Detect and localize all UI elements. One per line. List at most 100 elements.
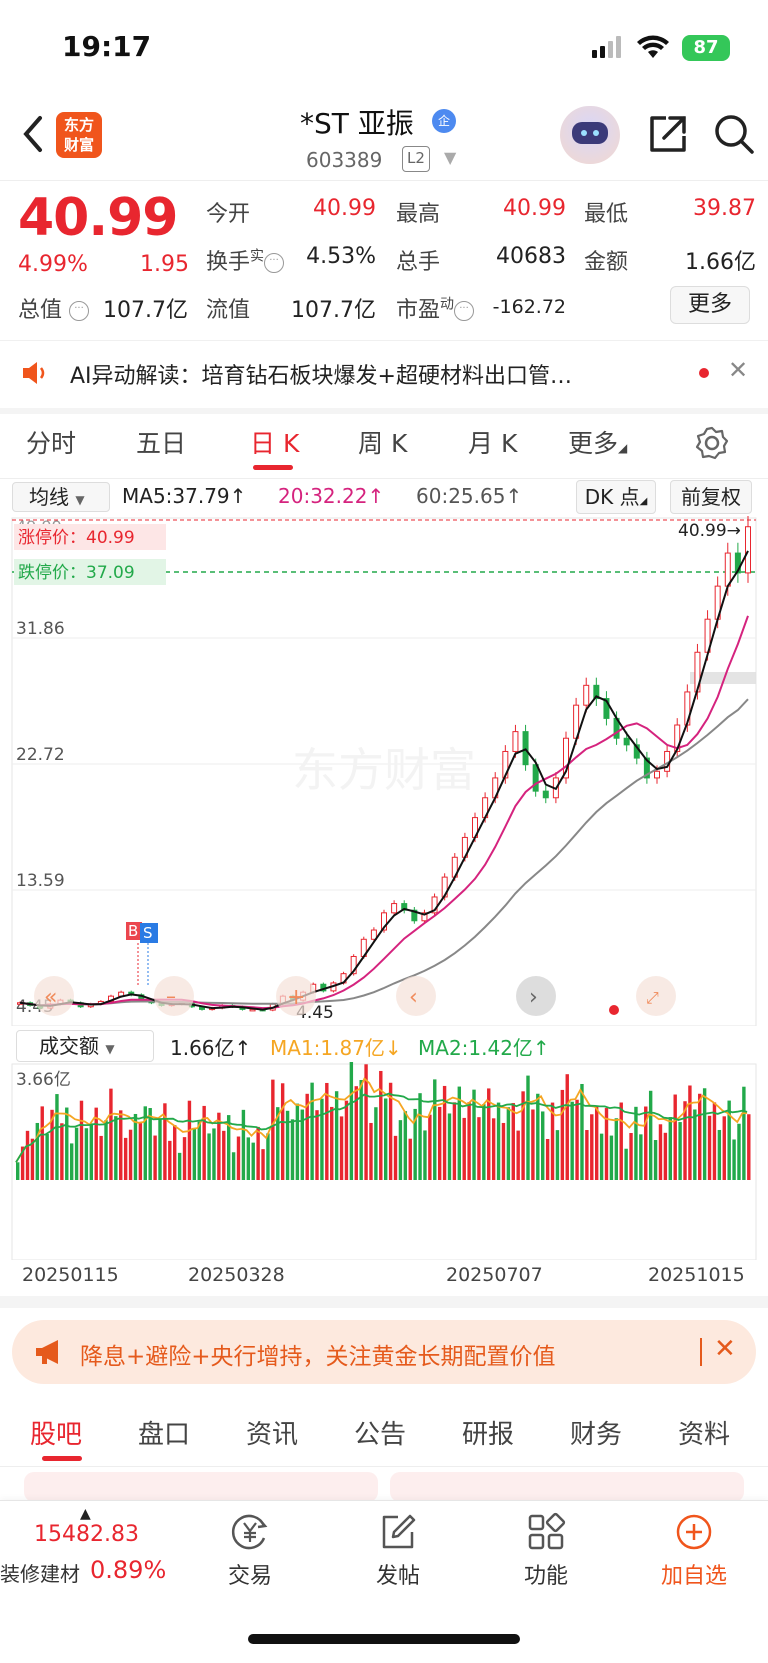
last-price-tag: 40.99→ <box>678 521 741 541</box>
limit-up-label: 涨停价：40.99 <box>18 528 135 548</box>
chart-fullscreen[interactable]: ⤢ <box>636 976 676 1016</box>
nav-post[interactable]: 发帖 <box>375 1564 420 1589</box>
adjustment-button[interactable]: 前复权 <box>670 480 752 514</box>
sector-change[interactable]: 0.89% <box>90 1556 167 1584</box>
volume-bar <box>276 1107 280 1180</box>
volume-bar <box>128 1129 133 1180</box>
chevron-down-icon[interactable]: ▼ <box>444 148 457 167</box>
tab-news[interactable]: 资讯 <box>246 1420 299 1450</box>
volume-ma2: MA2:1.42亿↑ <box>418 1036 550 1060</box>
turnover-value: 4.53% <box>306 244 376 269</box>
back-button[interactable] <box>18 112 58 162</box>
chevron-up-icon[interactable]: ▲ <box>80 1506 91 1522</box>
candle <box>381 912 387 931</box>
tab-research[interactable]: 研报 <box>462 1420 515 1450</box>
volume-bar <box>173 1125 177 1180</box>
edit-icon[interactable] <box>378 1512 418 1552</box>
volume-indicator-select[interactable]: 成交额 ▼ <box>16 1030 154 1062</box>
close-icon[interactable]: ✕ <box>714 1334 736 1364</box>
volume-bar <box>123 1137 128 1180</box>
ma20-line <box>19 615 749 1010</box>
sector-name[interactable]: 装修建材 <box>0 1562 80 1586</box>
volume-bar <box>526 1075 530 1180</box>
eastmoney-logo[interactable]: 东方财富 <box>56 112 102 158</box>
market-cap-value: 107.7亿 <box>103 298 188 323</box>
volume-bar <box>712 1102 717 1180</box>
volume-bar <box>604 1108 609 1180</box>
megaphone-icon <box>36 1340 58 1364</box>
tab-day-k[interactable]: 日 K <box>250 429 300 458</box>
more-quote-button[interactable]: 更多 <box>670 286 750 324</box>
volume-bar <box>374 1107 378 1180</box>
volume-bar <box>737 1123 741 1180</box>
candle <box>532 764 539 792</box>
nav-functions[interactable]: 功能 <box>523 1564 568 1589</box>
yen-exchange-icon[interactable] <box>230 1512 270 1552</box>
tab-pankou[interactable]: 盘口 <box>138 1420 191 1450</box>
chart-nav-fast-back[interactable]: « <box>34 976 74 1016</box>
volume-chart[interactable]: 3.66亿 <box>0 1060 768 1260</box>
volume-bar <box>74 1127 79 1180</box>
volume-bar <box>261 1149 265 1180</box>
divider <box>0 408 768 414</box>
info-dots-icon[interactable]: ··· <box>69 301 90 321</box>
volume-bar <box>45 1133 49 1180</box>
promo-text[interactable]: 降息+避险+央行增持，关注黄金长期配置价值 <box>80 1344 556 1370</box>
market-cap-label: 总值 ··· <box>18 292 90 324</box>
share-icon <box>650 116 686 152</box>
ma60-value: 60:25.65↑ <box>416 484 523 508</box>
tab-announcement[interactable]: 公告 <box>354 1420 407 1450</box>
close-icon[interactable]: ✕ <box>728 356 749 384</box>
tab-more[interactable]: 更多◢ <box>568 429 628 458</box>
dk-point-button[interactable]: DK 点◢ <box>576 480 656 514</box>
volume-bar <box>585 1130 589 1180</box>
tab-profile[interactable]: 资料 <box>678 1420 731 1450</box>
ai-anomaly-text[interactable]: AI异动解读：培育钻石板块爆发+超硬材料出口管… <box>70 364 572 389</box>
share-button[interactable] <box>646 112 690 156</box>
volume-bar <box>138 1122 143 1180</box>
plus-circle-icon[interactable] <box>674 1512 714 1552</box>
gear-icon[interactable] <box>695 426 729 460</box>
volume-bar <box>668 1117 672 1180</box>
level2-badge[interactable]: L2 <box>402 146 430 172</box>
indicator-select[interactable]: 均线 ▼ <box>12 482 110 512</box>
chart-nav-zoom-out[interactable]: – <box>154 976 194 1016</box>
search-button[interactable] <box>712 112 756 156</box>
sector-index-value[interactable]: 15482.83 <box>34 1522 139 1547</box>
tab-finance[interactable]: 财务 <box>570 1420 623 1450</box>
nav-trade[interactable]: 交易 <box>227 1564 272 1589</box>
chart-nav-zoom-in[interactable]: + <box>276 976 316 1016</box>
sell-marker: S <box>143 924 153 942</box>
price-axis-label: 13.59 <box>16 871 65 891</box>
kline-chart[interactable]: 东方财富 49.99 涨停价：40.99 跌停价：37.09 31.86 22.… <box>0 516 768 1026</box>
volume-bar <box>624 1148 628 1180</box>
tab-month-k[interactable]: 月 K <box>468 429 518 458</box>
ma20-value: 20:32.22↑ <box>278 484 385 508</box>
volume-bar <box>678 1122 682 1180</box>
search-icon <box>715 115 754 154</box>
volume-bar <box>266 1133 270 1180</box>
tab-week-k[interactable]: 周 K <box>358 429 408 458</box>
volume-bar <box>241 1109 246 1180</box>
grid-icon[interactable] <box>526 1512 566 1552</box>
volume-axis-label: 3.66亿 <box>16 1070 71 1090</box>
tab-five-day[interactable]: 五日 <box>136 429 187 458</box>
post-card[interactable] <box>24 1472 378 1502</box>
tab-intraday[interactable]: 分时 <box>26 429 77 458</box>
info-dots-icon[interactable]: ··· <box>454 301 475 321</box>
volume-bar <box>69 1143 74 1180</box>
volume-bar <box>693 1109 697 1180</box>
volume-bar <box>236 1136 241 1180</box>
post-card[interactable] <box>390 1472 744 1502</box>
nav-add-watchlist[interactable]: 加自选 <box>660 1564 727 1589</box>
volume-bar <box>707 1115 712 1180</box>
volume-bar <box>251 1142 255 1180</box>
promo-banner[interactable] <box>12 1320 756 1384</box>
volume-bar <box>413 1108 417 1180</box>
ma5-line <box>19 550 749 1011</box>
tab-guba[interactable]: 股吧 <box>30 1420 83 1450</box>
cellular-signal-icon <box>592 36 621 58</box>
info-dots-icon[interactable]: ··· <box>264 253 285 273</box>
chart-nav-prev[interactable]: ‹ <box>396 976 436 1016</box>
chart-nav-next[interactable]: › <box>516 976 556 1016</box>
